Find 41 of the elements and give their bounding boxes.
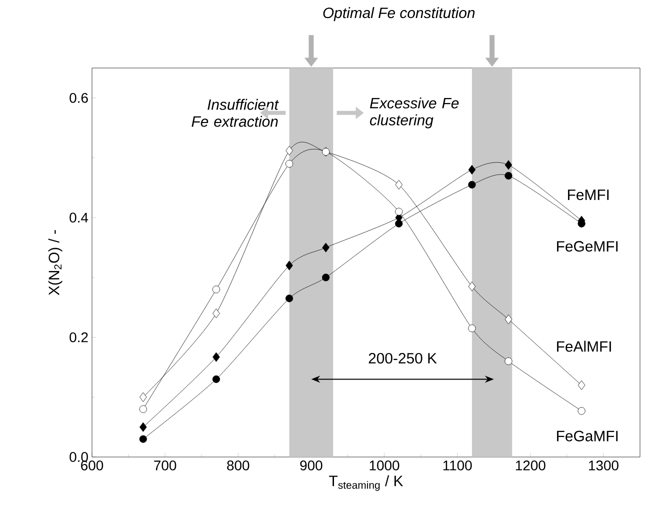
x-tick-label: 900 (300, 460, 322, 470)
point (286, 146, 293, 156)
series-label: FeMFI (568, 190, 609, 200)
point (395, 220, 403, 228)
point (504, 160, 512, 170)
y-axis-title: X(N$_{2}$O) / - (48, 230, 62, 296)
x-tick-label: 1000 (370, 460, 400, 470)
point (504, 172, 512, 180)
point (139, 435, 147, 443)
annotation: 200-250 K (368, 352, 437, 364)
point (285, 160, 294, 168)
x-tick-label: 600 (81, 460, 104, 470)
y-tick-label: 0.2 (70, 332, 88, 342)
annotation: Insufficient Fe extraction (192, 98, 279, 127)
point (504, 357, 512, 366)
y-tick-label: 0.0 (70, 452, 88, 462)
point (468, 164, 476, 175)
y-tick-label: 0.4 (70, 212, 88, 223)
point (212, 352, 220, 362)
point (322, 274, 330, 282)
text: Optimal Fe constitution (323, 7, 475, 22)
x-tick-label: 700 (154, 460, 176, 470)
point (140, 422, 147, 432)
point (504, 314, 512, 324)
x-tick-label: 1100 (443, 460, 472, 470)
y-tick-label: 0.6 (70, 92, 88, 103)
series-label: FeGeMFI (557, 241, 618, 252)
point (285, 294, 294, 302)
series-label: FeAlMFI (557, 340, 611, 352)
point (286, 260, 293, 270)
point (212, 375, 220, 383)
point (468, 180, 476, 188)
point (468, 282, 476, 292)
point (468, 324, 476, 332)
point (322, 242, 330, 252)
x-tick-label: 800 (227, 460, 250, 470)
x-axis-title: T$_{steaming}$ / K (329, 475, 404, 491)
x-tick-label: 1200 (516, 460, 546, 470)
annotation: Excessive Fe clustering (370, 97, 459, 128)
x-tick-label: 1300 (589, 460, 618, 470)
series-label: FeGaMFI (557, 430, 618, 442)
